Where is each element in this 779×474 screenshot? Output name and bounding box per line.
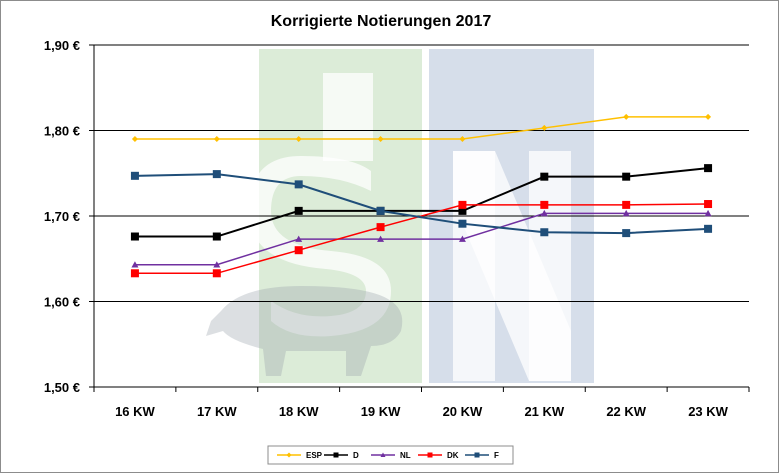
data-point-nl [622, 209, 630, 217]
x-tick-label: 23 KW [688, 404, 728, 419]
legend-marker-d [333, 452, 339, 458]
data-point-nl [377, 235, 385, 242]
x-tick-label: 17 KW [197, 404, 237, 419]
data-point-esp [295, 136, 302, 143]
series-line-d [134, 167, 709, 238]
data-point-f [130, 171, 139, 180]
x-tick-label: 16 KW [115, 404, 155, 419]
data-point-dk [212, 269, 221, 278]
chart-title: Korrigierte Notierungen 2017 [271, 13, 492, 30]
series-layer [130, 113, 713, 278]
data-point-d [704, 164, 713, 173]
data-point-d [540, 172, 549, 181]
legend-marker-f [474, 452, 480, 458]
data-point-d [294, 206, 303, 215]
data-point-f [540, 228, 549, 237]
data-point-f [376, 206, 385, 215]
series-esp [131, 113, 712, 143]
data-point-esp [213, 136, 220, 143]
data-point-f [704, 224, 713, 233]
data-point-dk [294, 246, 303, 255]
series-f [130, 170, 713, 238]
x-tick-label: 22 KW [606, 404, 646, 419]
y-tick-label: 1,50 € [44, 380, 80, 395]
series-line-f [134, 173, 709, 235]
data-point-esp [459, 136, 466, 143]
legend-label-dk: DK [447, 451, 459, 460]
data-point-esp [131, 136, 138, 143]
data-point-dk [376, 223, 385, 232]
series-line-dk [134, 203, 709, 275]
legend-label-f: F [494, 451, 499, 460]
y-tick-label: 1,80 € [44, 124, 80, 139]
series-line-esp [134, 116, 709, 140]
y-tick-label: 1,90 € [44, 38, 80, 53]
data-point-esp [623, 113, 630, 120]
data-point-d [130, 232, 139, 241]
legend-marker-dk [427, 452, 433, 458]
data-point-d [622, 172, 631, 181]
data-point-dk [704, 200, 713, 209]
data-point-dk [540, 200, 549, 209]
x-tick-label: 21 KW [524, 404, 564, 419]
legend-label-nl: NL [400, 451, 411, 460]
data-point-nl [131, 261, 139, 268]
x-axis-ticks: 16 KW 17 KW 18 KW 19 KW 20 KW 21 KW 22 KW 23 KW [93, 387, 750, 419]
data-point-nl [295, 235, 303, 242]
data-point-esp [377, 136, 384, 143]
data-point-f [294, 180, 303, 189]
data-point-f [622, 229, 631, 238]
data-point-dk [130, 269, 139, 278]
y-tick-label: 1,60 € [44, 295, 80, 310]
data-point-esp [541, 124, 548, 131]
data-point-dk [622, 200, 631, 209]
legend-label-esp: ESP [306, 451, 323, 460]
data-point-d [212, 232, 221, 241]
data-point-esp [705, 113, 712, 120]
data-point-nl [458, 235, 466, 242]
data-point-dk [458, 200, 467, 209]
data-point-f [212, 170, 221, 179]
series-nl [131, 209, 712, 268]
y-axis-ticks: 1,50 € 1,60 € 1,70 € 1,80 € 1,90 € [44, 38, 94, 395]
series-line-nl [134, 212, 709, 266]
legend-marker-nl [380, 452, 386, 457]
data-point-nl [213, 261, 221, 268]
legend-marker-esp [286, 452, 292, 458]
x-tick-label: 18 KW [279, 404, 319, 419]
x-tick-label: 20 KW [443, 404, 483, 419]
y-tick-label: 1,70 € [44, 209, 80, 224]
series-dk [130, 200, 713, 278]
data-point-nl [540, 209, 548, 217]
data-point-d [458, 206, 467, 215]
x-tick-label: 19 KW [361, 404, 401, 419]
legend: ESP D NL DK F [267, 445, 514, 465]
data-point-f [458, 219, 467, 228]
legend-label-d: D [353, 451, 359, 460]
data-point-nl [704, 209, 712, 217]
